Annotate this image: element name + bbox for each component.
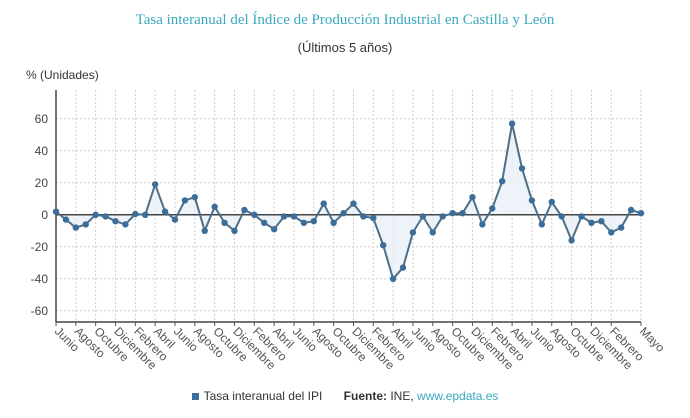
data-point bbox=[588, 219, 595, 226]
data-point bbox=[221, 219, 228, 226]
data-point bbox=[608, 229, 615, 236]
data-point bbox=[241, 206, 248, 214]
data-point bbox=[498, 178, 506, 185]
data-point bbox=[489, 205, 496, 212]
y-tick-label: 20 bbox=[35, 176, 49, 190]
data-point bbox=[399, 264, 407, 271]
data-point bbox=[449, 210, 456, 217]
data-point bbox=[409, 229, 417, 236]
data-point bbox=[72, 224, 80, 231]
source-label: Fuente: bbox=[343, 389, 387, 403]
data-point bbox=[142, 211, 149, 218]
data-point bbox=[429, 229, 436, 236]
data-point bbox=[389, 275, 397, 282]
data-point bbox=[82, 221, 89, 228]
data-point bbox=[231, 227, 238, 234]
data-point bbox=[459, 210, 466, 217]
data-point bbox=[479, 221, 486, 228]
data-point bbox=[637, 210, 645, 217]
data-point bbox=[508, 120, 516, 127]
area-fill bbox=[56, 123, 641, 279]
data-point bbox=[300, 219, 308, 226]
data-point bbox=[320, 200, 327, 207]
line-chart: 6040200-20-40-60JunioAgostoOctubreDiciem… bbox=[31, 90, 668, 373]
legend-series-label: Tasa interanual del IPI bbox=[203, 389, 323, 403]
data-point bbox=[151, 181, 159, 188]
data-point bbox=[548, 198, 555, 206]
data-point bbox=[578, 213, 585, 220]
data-point bbox=[102, 213, 109, 220]
data-point bbox=[290, 213, 298, 220]
y-tick-label: -40 bbox=[31, 272, 49, 286]
data-point bbox=[132, 210, 139, 218]
data-point bbox=[518, 165, 526, 172]
data-point bbox=[161, 208, 169, 215]
data-point bbox=[92, 211, 99, 218]
data-point bbox=[538, 221, 546, 228]
data-point bbox=[122, 221, 129, 228]
data-point bbox=[201, 227, 208, 234]
y-axis-label: % (Unidades) bbox=[26, 68, 99, 82]
source-text: INE, bbox=[390, 389, 414, 403]
data-point bbox=[112, 218, 119, 225]
y-tick-label: 0 bbox=[41, 208, 48, 222]
source-link[interactable]: www.epdata.es bbox=[417, 389, 499, 403]
data-point bbox=[330, 219, 337, 226]
data-point bbox=[280, 213, 288, 220]
data-point bbox=[52, 208, 60, 215]
data-point bbox=[340, 210, 347, 217]
data-point bbox=[360, 213, 367, 220]
data-point bbox=[598, 218, 605, 225]
data-point bbox=[528, 197, 536, 204]
data-point bbox=[558, 213, 565, 220]
data-point bbox=[419, 213, 427, 220]
data-point bbox=[469, 194, 476, 201]
data-point bbox=[261, 219, 268, 226]
data-point bbox=[370, 214, 377, 222]
chart-subtitle: (Últimos 5 años) bbox=[297, 40, 393, 55]
data-point bbox=[191, 194, 199, 201]
data-point bbox=[181, 197, 189, 204]
data-point bbox=[310, 218, 317, 225]
data-point bbox=[270, 226, 278, 233]
legend-swatch bbox=[191, 393, 199, 400]
data-point bbox=[380, 242, 387, 249]
chart-title: Tasa interanual del Índice de Producción… bbox=[135, 12, 555, 28]
data-point bbox=[171, 216, 179, 223]
y-tick-label: 40 bbox=[35, 144, 49, 158]
series-line bbox=[55, 123, 642, 281]
data-point bbox=[439, 213, 446, 220]
y-tick-label: 60 bbox=[35, 112, 49, 126]
data-point bbox=[62, 216, 70, 223]
data-point bbox=[627, 206, 635, 214]
legend: Tasa interanual del IPI Fuente: INE, www… bbox=[0, 389, 690, 403]
y-tick-label: -60 bbox=[31, 304, 49, 318]
data-point bbox=[568, 237, 575, 244]
data-point bbox=[251, 211, 258, 218]
data-point bbox=[617, 224, 625, 231]
data-point bbox=[350, 200, 357, 207]
y-tick-label: -20 bbox=[31, 240, 49, 254]
data-point bbox=[211, 203, 218, 210]
